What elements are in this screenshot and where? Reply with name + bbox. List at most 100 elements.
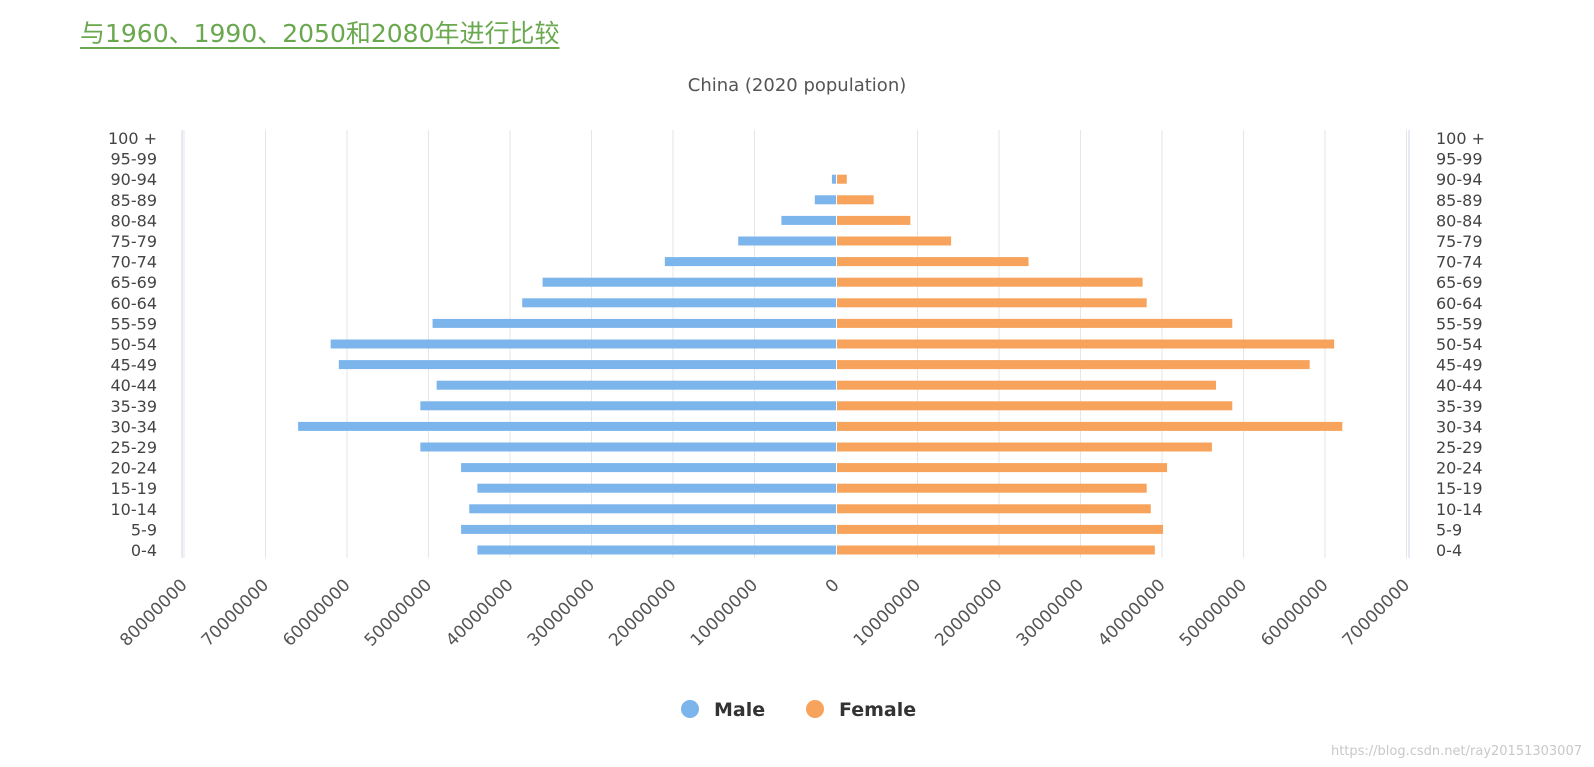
x-axis-ticks: 80000000 70000000 60000000 50000000 40000000… (116, 575, 1414, 650)
bar-female-0-4[interactable] (837, 545, 1155, 555)
bar-male-65-69[interactable] (542, 277, 836, 287)
x-tick-label: 50000000 (361, 575, 436, 650)
bar-female-55-59[interactable] (837, 318, 1233, 328)
legend-label-female[interactable]: Female (839, 699, 916, 721)
age-label-left: 15-19 (111, 479, 158, 498)
watermark: https://blog.csdn.net/ray20151303007 (1330, 744, 1582, 759)
bar-female-80-84[interactable] (837, 215, 911, 225)
bar-male-60-64[interactable] (522, 298, 836, 308)
bar-male-80-84[interactable] (781, 215, 836, 225)
age-label-left: 10-14 (111, 500, 158, 519)
age-label-right: 45-49 (1436, 356, 1483, 375)
bar-female-10-14[interactable] (837, 504, 1151, 514)
chart-title: China (2020 population) (688, 75, 907, 96)
bar-male-75-79[interactable] (738, 236, 836, 246)
legend[interactable]: Male Female (681, 699, 916, 721)
x-tick-label: 10000000 (850, 575, 925, 650)
bar-male-20-24[interactable] (461, 463, 836, 473)
x-tick-label: 70000000 (198, 575, 273, 650)
legend-marker-female[interactable] (806, 700, 824, 718)
bar-male-55-59[interactable] (432, 318, 836, 328)
bar-female-75-79[interactable] (837, 236, 952, 246)
age-label-right: 10-14 (1436, 500, 1483, 519)
bar-male-5-9[interactable] (461, 524, 836, 534)
bar-female-85-89[interactable] (837, 195, 874, 205)
age-label-right: 5-9 (1436, 520, 1462, 539)
age-label-right: 55-59 (1436, 314, 1483, 333)
age-label-right: 0-4 (1436, 541, 1462, 560)
bar-male-35-39[interactable] (420, 401, 836, 411)
age-label-right: 100 + (1436, 129, 1485, 148)
age-label-left: 90-94 (111, 170, 158, 189)
age-label-left: 20-24 (111, 459, 158, 478)
age-label-right: 30-34 (1436, 417, 1483, 436)
age-label-right: 75-79 (1436, 232, 1483, 251)
bar-female-30-34[interactable] (837, 421, 1343, 431)
x-tick-label: 30000000 (524, 575, 599, 650)
bar-female-20-24[interactable] (837, 463, 1168, 473)
compare-years-link[interactable]: 与1960、1990、2050和2080年进行比较 (80, 19, 560, 48)
x-tick-label: 20000000 (931, 575, 1006, 650)
age-label-left: 70-74 (111, 253, 158, 272)
bar-female-40-44[interactable] (837, 380, 1216, 390)
age-label-left: 55-59 (111, 314, 158, 333)
age-label-right: 65-69 (1436, 273, 1483, 292)
bar-male-85-89[interactable] (814, 195, 836, 205)
bar-female-90-94[interactable] (837, 174, 847, 184)
age-label-right: 60-64 (1436, 294, 1483, 313)
bar-female-60-64[interactable] (837, 298, 1147, 308)
bar-female-65-69[interactable] (837, 277, 1143, 287)
bars (298, 174, 1343, 555)
x-tick-label: 30000000 (1013, 575, 1088, 650)
age-label-left: 45-49 (111, 356, 158, 375)
age-label-right: 40-44 (1436, 376, 1483, 395)
bar-male-90-94[interactable] (831, 174, 836, 184)
bar-male-15-19[interactable] (477, 483, 836, 493)
bar-male-30-34[interactable] (298, 421, 837, 431)
x-tick-label: 80000000 (116, 575, 191, 650)
age-label-left: 80-84 (111, 211, 158, 230)
age-label-left: 50-54 (111, 335, 158, 354)
bar-male-10-14[interactable] (469, 504, 836, 514)
bar-female-5-9[interactable] (837, 524, 1163, 534)
age-label-left: 85-89 (111, 191, 158, 210)
bar-male-50-54[interactable] (330, 339, 836, 349)
x-tick-label: 60000000 (1257, 575, 1332, 650)
x-tick-label: 60000000 (279, 575, 354, 650)
legend-label-male[interactable]: Male (714, 699, 765, 721)
x-tick-label: 40000000 (1094, 575, 1169, 650)
age-label-right: 90-94 (1436, 170, 1483, 189)
age-label-left: 95-99 (111, 150, 158, 169)
age-label-right: 85-89 (1436, 191, 1483, 210)
age-label-left: 25-29 (111, 438, 158, 457)
x-tick-label: 50000000 (1176, 575, 1251, 650)
age-label-right: 80-84 (1436, 211, 1483, 230)
age-label-left: 40-44 (111, 376, 158, 395)
bar-female-70-74[interactable] (837, 257, 1029, 267)
bar-female-25-29[interactable] (837, 442, 1212, 452)
bar-male-0-4[interactable] (477, 545, 836, 555)
age-label-left: 75-79 (111, 232, 158, 251)
x-tick-label: 70000000 (1339, 575, 1414, 650)
age-label-right: 15-19 (1436, 479, 1483, 498)
age-label-right: 20-24 (1436, 459, 1483, 478)
bar-male-40-44[interactable] (436, 380, 836, 390)
age-label-right: 25-29 (1436, 438, 1483, 457)
bar-male-45-49[interactable] (338, 360, 836, 370)
age-label-left: 30-34 (111, 417, 158, 436)
x-tick-label: 0 (822, 575, 844, 597)
x-tick-label: 20000000 (605, 575, 680, 650)
x-tick-label: 40000000 (442, 575, 517, 650)
age-label-right: 50-54 (1436, 335, 1483, 354)
bar-male-25-29[interactable] (420, 442, 836, 452)
age-label-left: 60-64 (111, 294, 158, 313)
legend-marker-male[interactable] (681, 700, 699, 718)
bar-female-50-54[interactable] (837, 339, 1335, 349)
age-label-left: 65-69 (111, 273, 158, 292)
bar-female-35-39[interactable] (837, 401, 1233, 411)
bar-female-45-49[interactable] (837, 360, 1310, 370)
bar-male-70-74[interactable] (664, 257, 836, 267)
bar-female-15-19[interactable] (837, 483, 1147, 493)
